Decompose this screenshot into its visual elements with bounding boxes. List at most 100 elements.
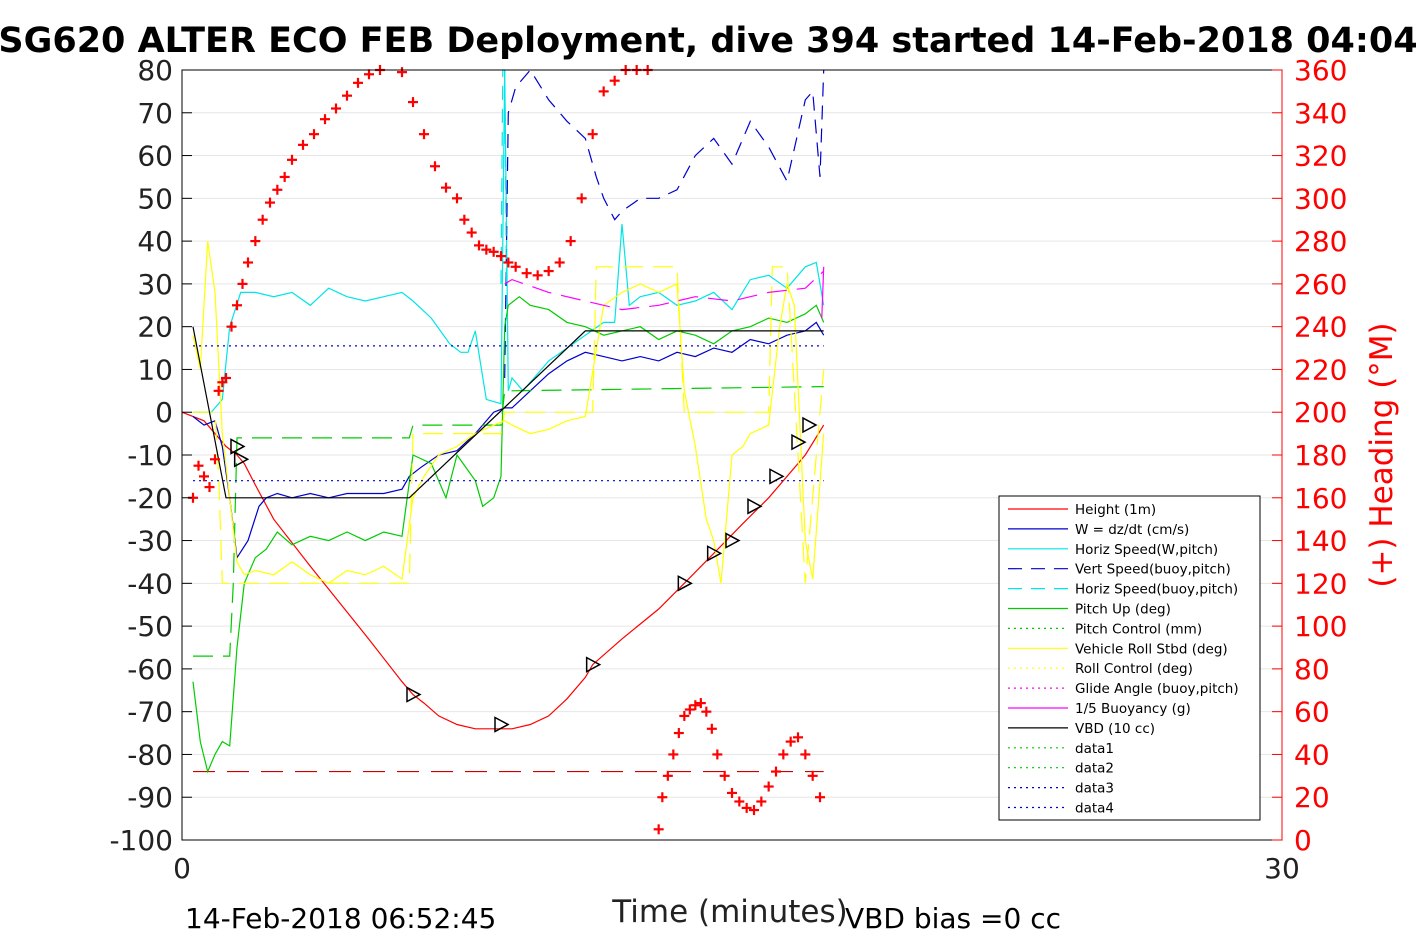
legend-label: Horiz Speed(buoy,pitch) [1075, 582, 1238, 598]
legend-box [998, 495, 1261, 821]
vbd-bias-footer: VBD bias =0 cc [845, 902, 1061, 935]
right-tick-label: 80 [1294, 653, 1330, 686]
left-tick-label: -90 [127, 781, 173, 814]
heading-marker [734, 796, 745, 807]
heading-marker [657, 792, 668, 803]
heading-marker [265, 197, 275, 208]
series-line-7 [192, 241, 825, 584]
left-tick-label: 80 [137, 54, 173, 87]
left-y-axis: 80 70 60 50 40 30 20 10 0 -10 -20 -30 -40 -50 -60 -70 -8… [109, 54, 192, 857]
heading-marker [488, 246, 499, 257]
right-y-axis: 3603403203002802602402202001801601401201… [1272, 54, 1347, 857]
heading-marker [587, 129, 598, 140]
legend: Height (1m) W = dz/dt (cm/s) Horiz Speed(W… [998, 495, 1261, 821]
heading-marker [320, 114, 330, 125]
left-tick-label: 0 [155, 396, 173, 429]
heading-marker [481, 244, 492, 255]
heading-marker [771, 766, 781, 777]
series-line-5 [192, 295, 825, 774]
legend-label: 1/5 Buoyancy (g) [1075, 701, 1191, 717]
legend-label: Vert Speed(buoy,pitch) [1075, 562, 1231, 578]
heading-marker [543, 266, 554, 277]
left-tick-label: -50 [127, 610, 173, 643]
triangle-marker [802, 416, 818, 434]
heading-marker [510, 261, 521, 272]
legend-label: Horiz Speed(W,pitch) [1075, 542, 1218, 558]
left-tick-label: -100 [109, 824, 173, 857]
right-tick-label: 20 [1294, 781, 1330, 814]
series-line-8 [193, 266, 825, 584]
left-tick-label: 20 [137, 311, 173, 344]
heading-marker [441, 182, 451, 193]
right-tick-label: 280 [1294, 225, 1347, 258]
heading-marker [598, 86, 609, 97]
left-tick-label: 30 [137, 268, 173, 301]
heading-marker [741, 802, 752, 813]
heading-marker [684, 704, 695, 715]
triangle-marker [747, 498, 763, 515]
heading-marker [459, 214, 470, 225]
series-line-11 [192, 326, 824, 499]
left-tick-label: 70 [137, 97, 173, 130]
x-tick-label: 30 [1264, 852, 1300, 885]
x-tick-label: 0 [173, 852, 191, 885]
heading-marker [213, 385, 224, 396]
right-tick-label: 320 [1294, 140, 1347, 173]
legend-label: Pitch Up (deg) [1075, 602, 1171, 618]
heading-marker [250, 236, 261, 247]
heading-marker [565, 236, 576, 247]
right-tick-label: 180 [1294, 439, 1347, 472]
heading-marker [364, 69, 374, 80]
heading-marker [243, 257, 253, 268]
heading-marker [679, 710, 690, 721]
triangle-marker [706, 545, 723, 562]
left-tick-label: -80 [127, 738, 173, 771]
heading-marker [419, 129, 429, 140]
left-tick-label: -30 [127, 525, 173, 558]
heading-marker [778, 749, 789, 760]
left-tick-label: -40 [127, 567, 173, 600]
right-tick-label: 360 [1294, 54, 1347, 87]
heading-marker [466, 227, 477, 238]
heading-marker [690, 700, 701, 711]
heading-marker [430, 161, 440, 172]
heading-marker [673, 728, 684, 739]
heading-marker [793, 732, 803, 743]
heading-marker [653, 824, 664, 835]
heading-marker [576, 193, 587, 204]
heading-marker [331, 103, 341, 114]
left-tick-label: 60 [137, 140, 173, 173]
timestamp-footer: 14-Feb-2018 06:52:45 [185, 902, 496, 935]
heading-marker [807, 770, 818, 781]
triangle-marker [769, 468, 785, 485]
triangle-marker [725, 532, 741, 549]
heading-marker [298, 139, 308, 150]
heading-marker [204, 482, 215, 493]
series-layer [181, 68, 825, 774]
legend-label: Glide Angle (buoy,pitch) [1075, 681, 1239, 697]
right-y-axis-label: (+) Heading (°M) [1364, 322, 1400, 587]
heading-marker [503, 257, 514, 268]
heading-marker [193, 460, 204, 471]
legend-label: data4 [1075, 801, 1114, 817]
legend-label: VBD (10 cc) [1075, 721, 1155, 737]
heading-marker [609, 75, 620, 86]
legend-label: Height (1m) [1075, 502, 1156, 518]
triangle-marker [233, 451, 250, 468]
triangle-marker [585, 656, 602, 673]
series-line-9 [504, 270, 825, 311]
heading-marker [756, 796, 767, 807]
left-tick-label: 10 [137, 353, 173, 386]
triangle-marker [677, 575, 693, 592]
heading-marker [397, 67, 407, 78]
right-tick-label: 340 [1294, 97, 1347, 130]
heading-marker [701, 706, 712, 717]
heading-marker [496, 251, 506, 262]
legend-label: data1 [1075, 741, 1114, 757]
heading-marker [199, 471, 209, 482]
heading-marker [719, 770, 730, 781]
right-tick-label: 0 [1294, 824, 1312, 857]
heading-marker [408, 97, 418, 108]
heading-marker [668, 749, 679, 760]
